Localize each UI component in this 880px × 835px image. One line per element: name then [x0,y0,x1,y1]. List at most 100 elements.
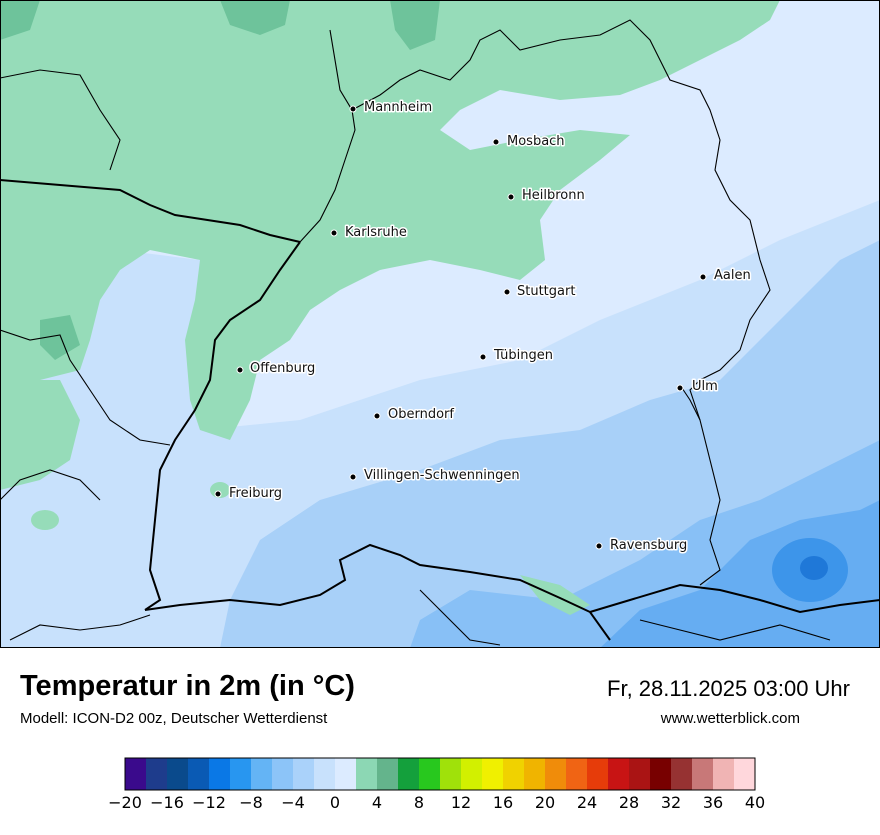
temp-zone-green-west [0,380,80,490]
border-country [144,241,301,611]
temp-zone-dark-green [0,0,40,40]
legend-swatch [650,758,672,790]
city-label-stuttgart: Stuttgart [517,284,575,299]
legend-scale: −20 −16 −12 −8 −4 0 4 8 12 16 20 24 28 32 36 40 [108,757,765,812]
legend-tick-label: −12 [192,793,226,812]
legend-tick-label: 36 [703,793,723,812]
legend-tick-label: 8 [414,793,424,812]
border-state [0,329,171,446]
border-state [9,614,151,641]
city-label-ulm: Ulm [692,379,718,394]
map-title: Temperatur in 2m (in °C) [20,670,355,702]
legend-tick-label: 12 [451,793,471,812]
border-country [589,583,880,614]
legend-tick-label: 40 [745,793,765,812]
city-label-mannheim: Mannheim [364,100,432,115]
city-dot-oberndorf[interactable] [373,412,381,420]
border-state [639,619,831,641]
legend-swatch [629,758,651,790]
legend-swatch [272,758,294,790]
border-state [0,469,101,501]
border-state [679,384,701,421]
city-label-oberndorf: Oberndorf [388,407,454,422]
city-label-mosbach: Mosbach [507,134,565,149]
city-markers [214,105,707,550]
city-dot-tuebingen[interactable] [479,353,487,361]
city-dot-mosbach[interactable] [492,138,500,146]
legend-swatch [482,758,504,790]
temperature-map[interactable]: Mannheim Mosbach Heilbronn Karlsruhe Aal… [0,0,880,648]
city-dot-stuttgart[interactable] [503,288,511,296]
legend-swatch [545,758,567,790]
city-dot-villingen-schwenningen[interactable] [349,473,357,481]
legend-swatch [356,758,378,790]
temp-zone-green [0,0,780,440]
legend-tick-label: −4 [281,793,305,812]
legend-swatch [587,758,609,790]
legend-swatch [692,758,714,790]
city-dot-ulm[interactable] [676,384,684,392]
legend-swatch [461,758,483,790]
legend-swatch [419,758,441,790]
legend-swatch [566,758,588,790]
legend-swatch [167,758,189,790]
forecast-datetime: Fr, 28.11.2025 03:00 Uhr [607,676,850,701]
legend-swatch [125,758,147,790]
legend-swatch [314,758,336,790]
city-label-ravensburg: Ravensburg [610,538,687,553]
legend-tick-label: 20 [535,793,555,812]
city-dot-heilbronn[interactable] [507,193,515,201]
legend-tick-label: 0 [330,793,340,812]
legend-tick-label: 4 [372,793,382,812]
city-label-offenburg: Offenburg [250,361,315,376]
legend-swatch [209,758,231,790]
city-dot-ravensburg[interactable] [595,542,603,550]
temp-zone-dark-green [220,0,290,35]
border-state [351,19,771,586]
temp-cold-core [800,556,828,580]
legend-swatch [251,758,273,790]
legend-tick-label: 16 [493,793,513,812]
legend-swatch [293,758,315,790]
city-dot-offenburg[interactable] [236,366,244,374]
legend-tick-label: 24 [577,793,597,812]
city-dot-karlsruhe[interactable] [330,229,338,237]
city-label-tuebingen: Tübingen [493,348,553,363]
legend-swatch [188,758,210,790]
legend-swatch [398,758,420,790]
legend-swatch [377,758,399,790]
legend-tick-label: −8 [239,793,263,812]
legend-tick-label: −16 [150,793,184,812]
border-state [299,29,356,243]
temp-zone-dark-green [40,315,80,360]
legend-swatch [608,758,630,790]
legend-swatch [524,758,546,790]
legend-swatch [230,758,252,790]
legend-tick-label: 32 [661,793,681,812]
border-state [0,69,121,171]
legend-swatch [734,758,756,790]
legend-frame [124,757,756,791]
legend-swatch [713,758,735,790]
city-label-karlsruhe: Karlsruhe [345,225,407,240]
legend-swatch [503,758,525,790]
legend-tick-label: −20 [108,793,142,812]
legend-swatch [146,758,168,790]
city-label-villingen-schwenningen: Villingen-Schwenningen [364,468,520,483]
border-state [419,589,501,646]
city-label-aalen: Aalen [714,268,751,283]
city-dot-aalen[interactable] [699,273,707,281]
border-country [0,179,301,243]
model-info: Modell: ICON-D2 00z, Deutscher Wetterdie… [20,710,328,727]
legend-tick-label: 28 [619,793,639,812]
city-label-freiburg: Freiburg [229,486,282,501]
legend-swatch [671,758,693,790]
city-dot-freiburg[interactable] [214,490,222,498]
color-legend: −20 −16 −12 −8 −4 0 4 8 12 16 20 24 28 32 36 40 [0,744,880,830]
legend-swatch [335,758,357,790]
legend-swatch [440,758,462,790]
city-dot-mannheim[interactable] [349,105,357,113]
website-link[interactable]: www.wetterblick.com [660,710,800,727]
city-label-heilbronn: Heilbronn [522,188,585,203]
city-labels: Mannheim Mosbach Heilbronn Karlsruhe Aal… [228,99,753,555]
